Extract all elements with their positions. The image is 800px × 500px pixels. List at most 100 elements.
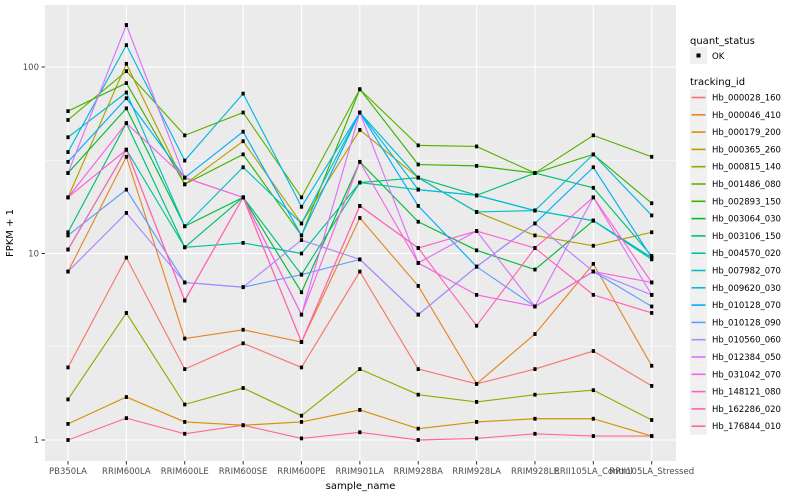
legend-item-label: Hb_012384_050 (712, 353, 781, 363)
data-point (474, 323, 479, 328)
x-tick-label: RRIM901LA (336, 467, 385, 477)
data-point (591, 195, 595, 200)
data-point (533, 416, 537, 421)
x-tick-label: RRIM928LE (511, 467, 559, 477)
data-point (358, 127, 362, 132)
data-point (124, 147, 128, 152)
data-point (474, 420, 479, 424)
data-point (124, 395, 128, 399)
y-tick-label: 10 (28, 250, 39, 260)
data-point (416, 219, 420, 224)
series-points-Hb_000028_160 (66, 255, 654, 388)
data-point (183, 224, 187, 229)
data-point (66, 195, 70, 200)
data-point (66, 171, 70, 175)
data-point (533, 431, 537, 436)
legend-tracking-id-title: tracking_id (690, 77, 745, 88)
data-point (474, 264, 479, 269)
data-point (533, 221, 537, 226)
data-point (124, 255, 128, 260)
data-point (241, 341, 245, 346)
data-point (591, 218, 595, 223)
data-point (358, 257, 362, 262)
data-point (533, 233, 537, 238)
data-point (124, 90, 128, 95)
data-point (299, 436, 304, 441)
legend-item-label: Hb_031042_070 (712, 370, 781, 380)
legend-item-Hb_010560_060: Hb_010560_060 (690, 331, 781, 349)
data-point (183, 175, 187, 180)
x-tick-label: RRIM600SE (219, 467, 268, 477)
data-point (299, 365, 304, 370)
data-point (183, 336, 187, 341)
data-point (416, 284, 420, 288)
data-point (474, 210, 479, 214)
data-point (533, 304, 537, 309)
data-point (474, 229, 479, 233)
x-tick-label: RRIM928LA (452, 467, 501, 477)
legend-item-label: Hb_000028_160 (712, 94, 781, 104)
data-point (358, 87, 362, 92)
ok-point-icon (696, 53, 701, 58)
data-point (183, 298, 187, 303)
data-point (124, 187, 128, 192)
data-point (299, 290, 304, 295)
data-point (474, 144, 479, 149)
legend-item-Hb_176844_010: Hb_176844_010 (690, 417, 781, 435)
data-point (299, 413, 304, 418)
data-point (416, 312, 420, 317)
legend-item-label: Hb_148121_080 (712, 388, 781, 398)
data-point (241, 195, 245, 200)
data-point (241, 285, 245, 290)
data-point (474, 163, 479, 168)
data-point (591, 133, 595, 138)
data-point (241, 139, 245, 144)
data-point (533, 171, 537, 175)
legend-item-label: Hb_002893_150 (712, 197, 781, 207)
data-point (650, 255, 654, 260)
x-axis-title: sample_name (326, 481, 396, 492)
data-point (66, 365, 70, 370)
data-point (183, 182, 187, 187)
data-point (358, 367, 362, 371)
data-point (650, 434, 654, 438)
data-point (416, 367, 420, 371)
data-point (650, 311, 654, 315)
data-point (591, 269, 595, 274)
data-point (66, 109, 70, 114)
legend-item-label: Hb_010560_060 (712, 336, 781, 346)
legend-item-Hb_003064_030: Hb_003064_030 (690, 210, 781, 228)
legend-item-label: Hb_000365_260 (712, 145, 781, 155)
y-tick-label: 1 (34, 436, 39, 446)
x-tick-label: RRIM928BA (393, 467, 443, 477)
data-point (299, 238, 304, 242)
legend-item-label: Hb_003064_030 (712, 215, 781, 225)
data-point (416, 203, 420, 208)
data-point (183, 158, 187, 163)
axes: 1 10 100 PB350LA RRIM600LA RRIM600LE RRIM600SE… (5, 63, 694, 492)
data-point (591, 388, 595, 393)
data-point (299, 312, 304, 317)
data-point (474, 292, 479, 297)
legend-item-Hb_000179_200: Hb_000179_200 (690, 123, 781, 141)
legend-item-label: Hb_162286_020 (712, 405, 781, 415)
data-point (591, 292, 595, 297)
series-points-Hb_162286_020 (66, 147, 654, 344)
data-point (474, 400, 479, 404)
data-point (650, 154, 654, 159)
legend-item-Hb_000365_260: Hb_000365_260 (690, 140, 781, 158)
legend-item-label: Hb_003106_150 (712, 232, 781, 242)
data-point (533, 392, 537, 397)
data-point (416, 261, 420, 265)
legend: quant_status OK tracking_id Hb_000028_160 Hb… (690, 36, 781, 435)
y-tick-label: 100 (23, 63, 39, 73)
data-point (474, 436, 479, 441)
data-point (124, 23, 128, 27)
data-point (533, 267, 537, 272)
data-point (124, 43, 128, 48)
x-tick-label: RRIM600LA (102, 467, 151, 477)
legend-item-label: Hb_000815_140 (712, 163, 781, 173)
legend-item-Hb_031042_070: Hb_031042_070 (690, 365, 781, 383)
data-point (650, 230, 654, 235)
data-point (183, 245, 187, 250)
